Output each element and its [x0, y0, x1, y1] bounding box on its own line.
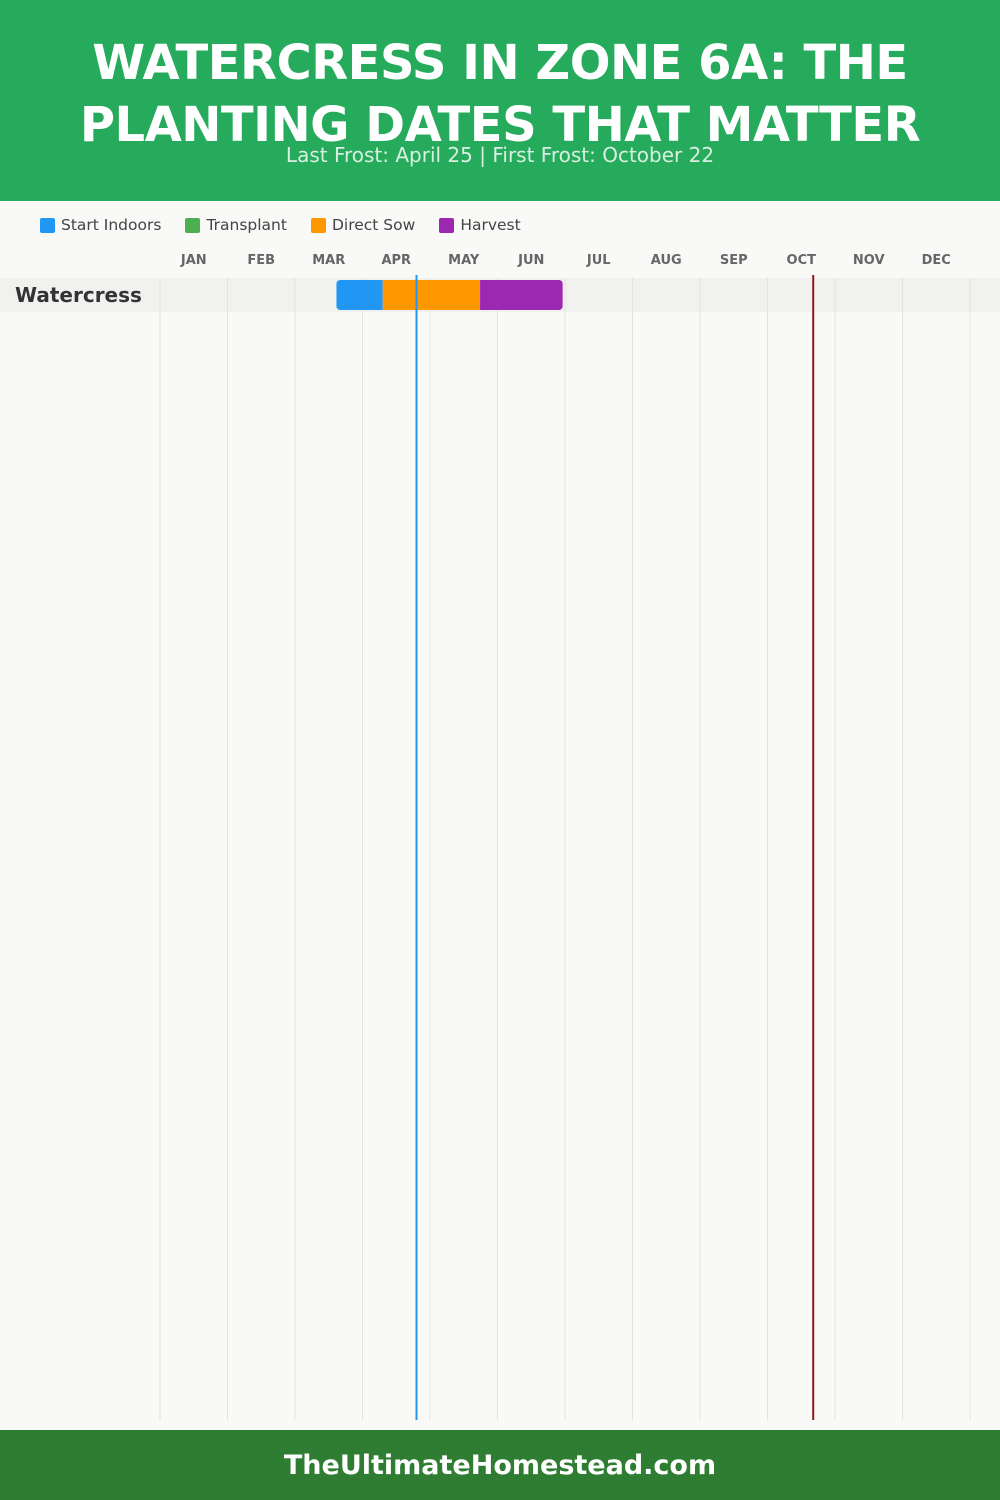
month-label-mar: MAR: [312, 253, 345, 268]
legend-swatch-direct-sow: [310, 217, 326, 233]
legend-item-direct-sow: Direct Sow: [310, 216, 416, 234]
legend-item-transplant: Transplant: [185, 216, 287, 234]
month-label-aug: AUG: [651, 253, 682, 268]
bar-harvest: [480, 280, 563, 310]
legend-swatch-transplant: [185, 217, 201, 233]
bar-start-indoors: [336, 280, 383, 310]
legend-label-transplant: Transplant: [206, 216, 287, 234]
legend-swatch-harvest: [439, 217, 455, 233]
month-label-oct: OCT: [787, 253, 817, 268]
frost-dates-subtitle: Last Frost: April 25 | First Frost: Octo…: [285, 143, 715, 167]
legend-label-harvest: Harvest: [460, 216, 521, 234]
month-label-dec: DEC: [922, 253, 951, 268]
month-label-jun: JUN: [517, 253, 544, 268]
header-banner: WATERCRESS IN ZONE 6A: THE PLANTING DATE…: [0, 0, 1000, 201]
month-label-apr: APR: [381, 253, 411, 268]
month-label-nov: NOV: [853, 253, 885, 268]
page-title: WATERCRESS IN ZONE 6A: THE PLANTING DATE…: [0, 32, 1000, 156]
footer-banner: TheUltimateHomestead.com: [0, 1430, 1000, 1500]
footer-site-link[interactable]: TheUltimateHomestead.com: [283, 1449, 717, 1481]
month-label-may: MAY: [448, 253, 480, 268]
legend-item-harvest: Harvest: [439, 216, 521, 234]
legend-item-start-indoors: Start Indoors: [40, 216, 161, 234]
title-line-1: WATERCRESS IN ZONE 6A: THE: [92, 35, 908, 91]
legend-swatch-start-indoors: [40, 217, 55, 233]
legend-label-start-indoors: Start Indoors: [61, 216, 162, 234]
bar-direct-sow: [382, 280, 481, 310]
title-line-2: PLANTING DATES THAT MATTER: [79, 97, 921, 153]
month-label-jan: JAN: [180, 253, 207, 268]
chart-legend: Start Indoors Transplant Direct Sow Harv…: [40, 214, 521, 236]
month-label-jul: JUL: [586, 253, 611, 268]
crop-label: Watercress: [15, 283, 142, 307]
legend-label-direct-sow: Direct Sow: [331, 216, 416, 234]
planting-calendar-chart: JAN FEB MAR APR MAY JUN JUL AUG SEP OCT NOV DEC Wate…: [0, 240, 1000, 1425]
chart-svg: JAN FEB MAR APR MAY JUN JUL AUG SEP OCT NOV DEC Wate…: [0, 253, 1000, 1420]
month-label-sep: SEP: [720, 253, 748, 268]
month-label-feb: FEB: [247, 253, 275, 268]
